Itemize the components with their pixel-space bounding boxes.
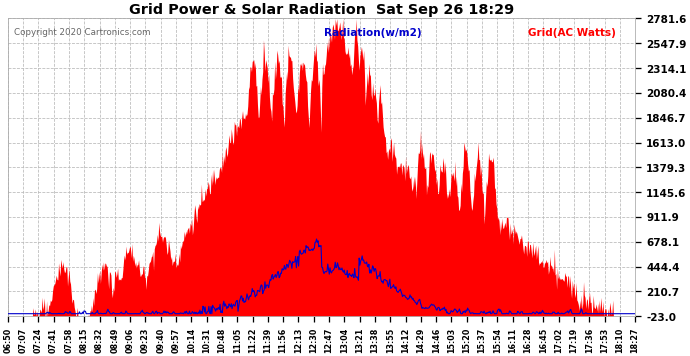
Text: Radiation(w/m2): Radiation(w/m2) (324, 28, 422, 38)
Text: Grid(AC Watts): Grid(AC Watts) (529, 28, 616, 38)
Text: Copyright 2020 Cartronics.com: Copyright 2020 Cartronics.com (14, 28, 150, 37)
Title: Grid Power & Solar Radiation  Sat Sep 26 18:29: Grid Power & Solar Radiation Sat Sep 26 … (129, 3, 514, 17)
